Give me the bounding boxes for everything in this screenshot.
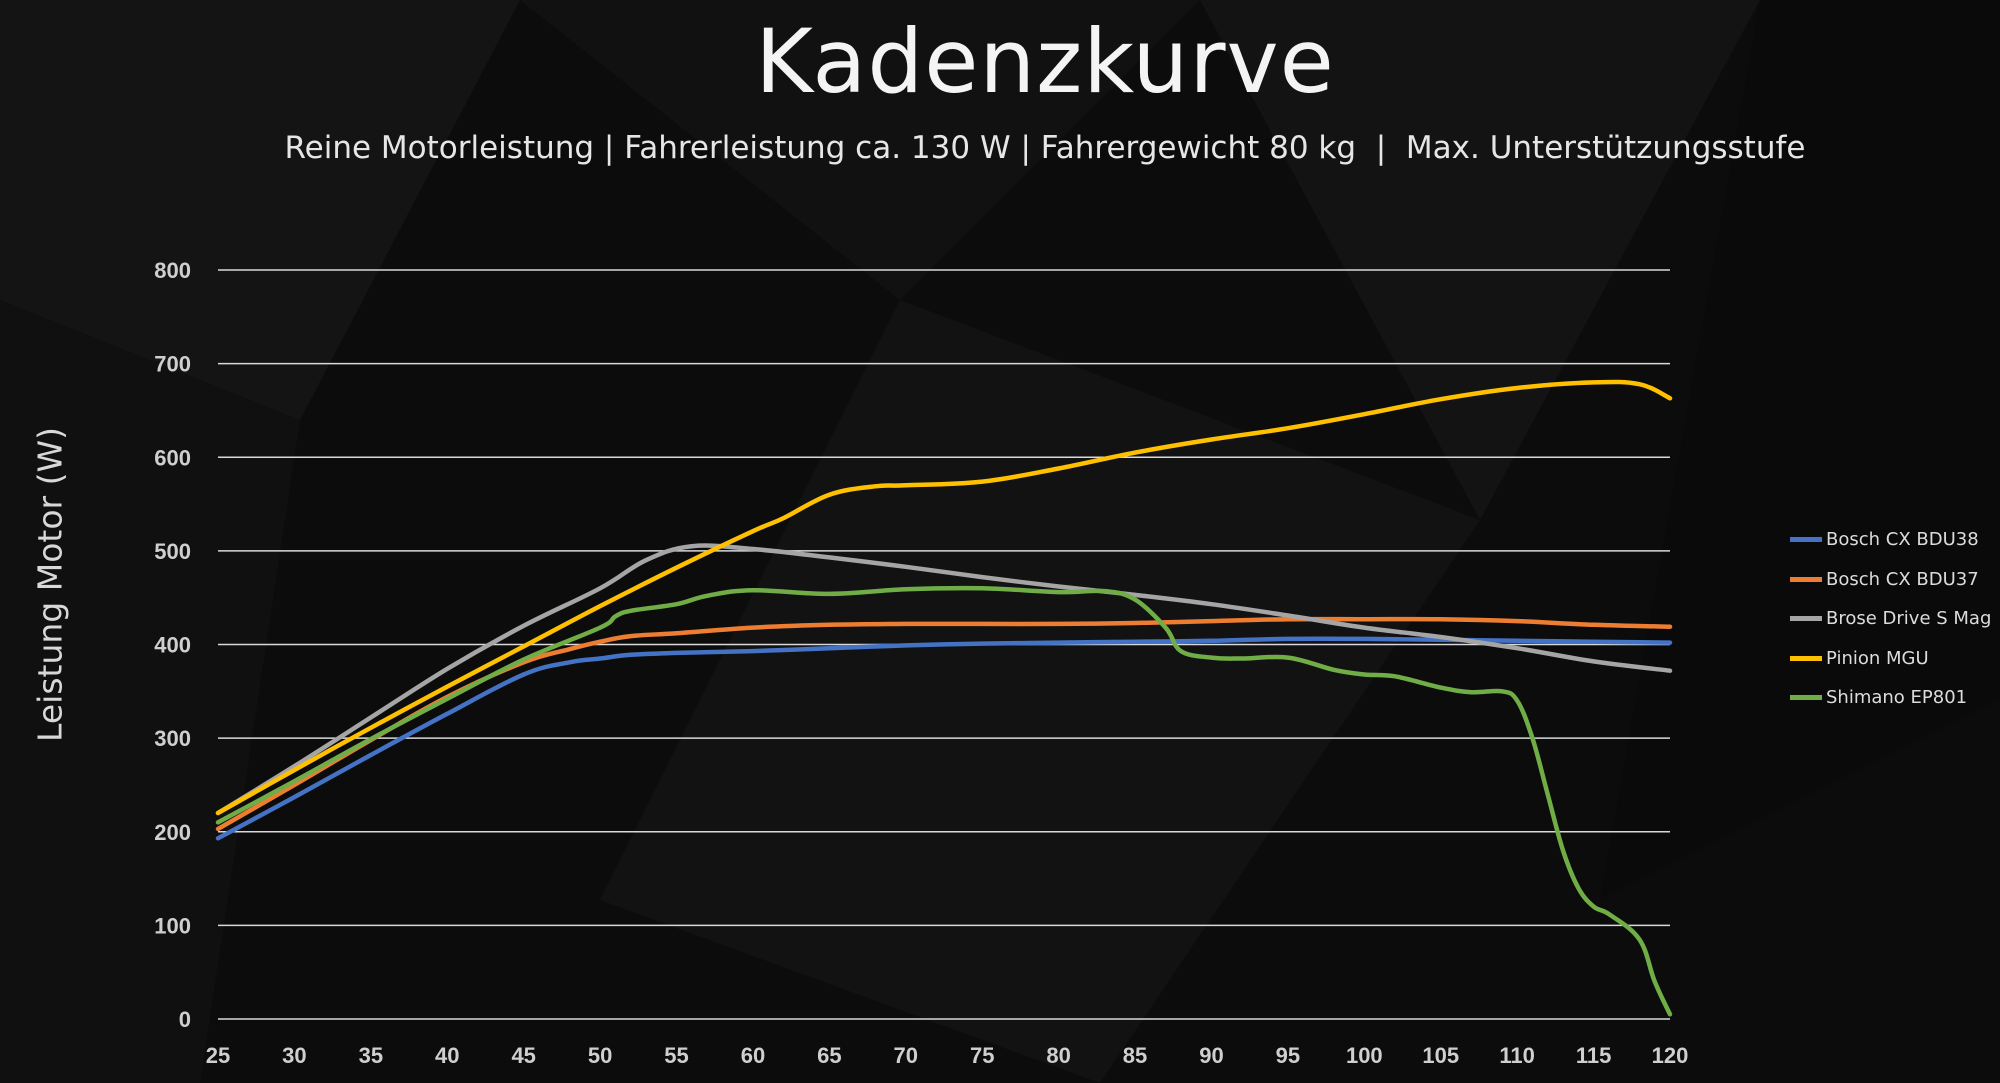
y-tick-label: 800 [154,258,191,283]
legend-swatch [1790,576,1822,582]
legend-label: Brose Drive S Mag [1826,608,1992,630]
x-tick-label: 110 [1499,1043,1535,1068]
x-tick-label: 55 [664,1043,688,1068]
legend-swatch [1790,537,1822,543]
x-tick-label: 50 [588,1043,612,1068]
x-tick-label: 70 [894,1043,918,1068]
legend-item: Brose Drive S Mag [1790,599,1991,639]
x-tick-label: 30 [282,1043,306,1068]
x-tick-label: 115 [1576,1043,1612,1068]
x-tick-label: 80 [1046,1043,1070,1068]
chart-subtitle: Reine Motorleistung | Fahrerleistung ca.… [284,130,1806,166]
series-line-2 [215,543,1673,816]
x-tick-label: 75 [970,1043,994,1068]
x-tick-label: 120 [1652,1043,1689,1068]
series-line-3 [215,379,1673,816]
grid-lines [218,269,1670,1020]
y-tick-label: 500 [154,539,191,564]
x-tick-label: 90 [1199,1043,1223,1068]
legend-item: Pinion MGU [1790,639,1991,679]
legend-swatch [1790,655,1822,661]
x-tick-label: 95 [1276,1043,1300,1068]
legend-label: Pinion MGU [1826,647,1929,669]
legend: Bosch CX BDU38 Bosch CX BDU37 Brose Drive … [1790,520,1991,718]
x-tick-label: 35 [359,1043,383,1068]
y-tick-label: 400 [154,633,191,658]
x-tick-label: 105 [1422,1043,1459,1068]
x-tick-label: 100 [1346,1043,1383,1068]
series-line-4 [215,585,1673,1017]
legend-item: Shimano EP801 [1790,678,1991,718]
legend-swatch [1790,616,1822,622]
series-line-0 [215,636,1673,841]
legend-label: Bosch CX BDU37 [1826,568,1979,590]
x-tick-label: 85 [1123,1043,1147,1068]
legend-label: Bosch CX BDU38 [1826,529,1979,551]
y-tick-label: 600 [154,445,191,470]
legend-item: Bosch CX BDU38 [1790,520,1991,560]
legend-label: Shimano EP801 [1826,687,1968,709]
x-tick-label: 25 [206,1043,230,1068]
legend-swatch [1790,695,1822,701]
y-tick-label: 300 [154,726,191,751]
x-tick-labels: 25 30 35 40 45 50 55 60 65 70 75 80 85 90 95 100 105 110 1… [206,1043,1689,1068]
y-tick-label: 0 [179,1007,191,1032]
series-lines [215,379,1673,1017]
x-tick-label: 45 [511,1043,535,1068]
x-tick-label: 65 [817,1043,841,1068]
x-tick-label: 60 [741,1043,765,1068]
y-tick-label: 200 [154,820,191,845]
y-tick-label: 700 [154,352,191,377]
y-tick-labels: 0 100 200 300 400 500 600 700 800 [154,258,191,1032]
chart-title: Kadenzkurve [755,10,1335,113]
x-tick-label: 40 [435,1043,459,1068]
legend-item: Bosch CX BDU37 [1790,560,1991,600]
series-line-1 [215,616,1673,832]
y-tick-label: 100 [154,913,191,938]
